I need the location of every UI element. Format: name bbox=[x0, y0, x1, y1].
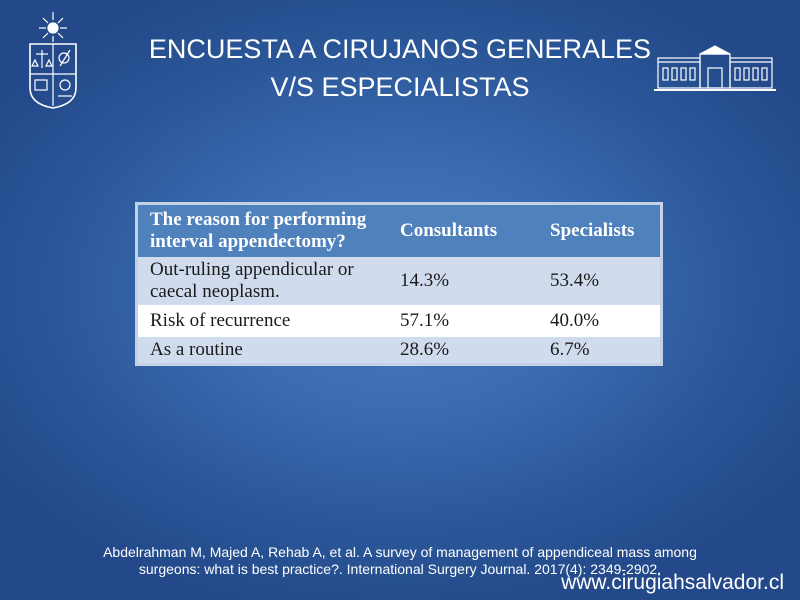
hospital-building-icon bbox=[652, 44, 778, 94]
cell-reason: As a routine bbox=[138, 334, 388, 363]
table-row: Out-ruling appendicular or caecal neopla… bbox=[138, 257, 660, 307]
citation-line-2: surgeons: what is best practice?. Intern… bbox=[138, 561, 662, 577]
title-line-1: ENCUESTA A CIRUJANOS GENERALES bbox=[148, 34, 652, 64]
citation: Abdelrahman M, Majed A, Rehab A, et al. … bbox=[60, 544, 740, 578]
cell-reason: Risk of recurrence bbox=[138, 305, 388, 336]
citation-line-1: Abdelrahman M, Majed A, Rehab A, et al. … bbox=[103, 544, 697, 560]
cell-specialists: 40.0% bbox=[538, 305, 660, 336]
header-reason: The reason for performing interval appen… bbox=[138, 205, 388, 257]
title-line-2: V/S ESPECIALISTAS bbox=[270, 72, 530, 102]
website-url: www.cirugiahsalvador.cl bbox=[561, 571, 784, 594]
survey-table: The reason for performing interval appen… bbox=[135, 202, 663, 366]
slide-title: ENCUESTA A CIRUJANOS GENERALES V/S ESPEC… bbox=[110, 30, 690, 106]
cell-consultants: 57.1% bbox=[388, 305, 538, 336]
header-specialists: Specialists bbox=[538, 205, 660, 257]
university-crest-icon bbox=[22, 10, 84, 110]
table-row: As a routine 28.6% 6.7% bbox=[138, 334, 660, 363]
cell-consultants: 14.3% bbox=[388, 257, 538, 307]
cell-specialists: 6.7% bbox=[538, 334, 660, 363]
header-consultants: Consultants bbox=[388, 205, 538, 257]
table-row: Risk of recurrence 57.1% 40.0% bbox=[138, 305, 660, 336]
cell-consultants: 28.6% bbox=[388, 334, 538, 363]
cell-reason: Out-ruling appendicular or caecal neopla… bbox=[138, 257, 388, 307]
table-header-row: The reason for performing interval appen… bbox=[138, 205, 660, 257]
cell-specialists: 53.4% bbox=[538, 257, 660, 307]
